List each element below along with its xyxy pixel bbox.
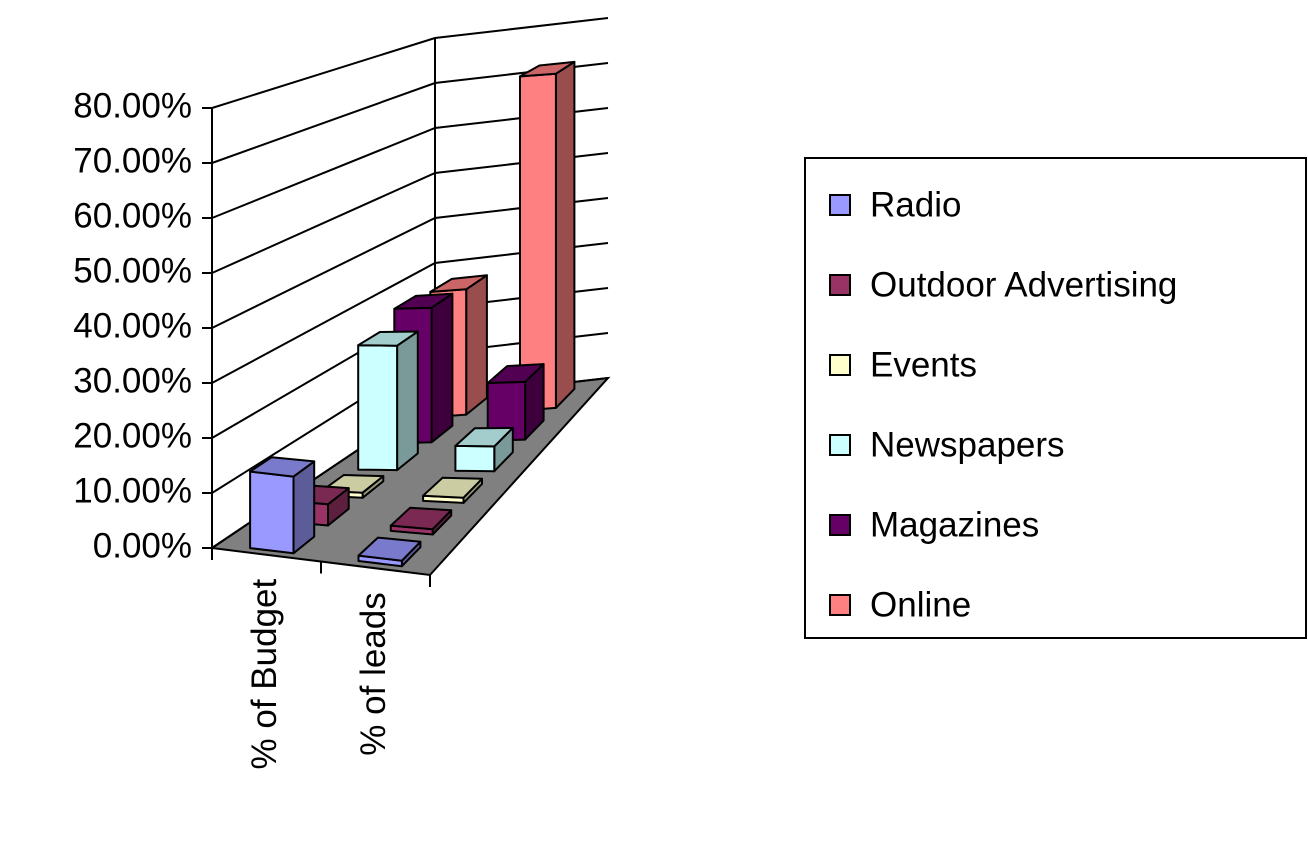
legend-box [804, 157, 1307, 639]
bar [389, 506, 453, 536]
bar-top [486, 363, 545, 384]
bar-front [454, 444, 496, 473]
bar [422, 476, 483, 504]
legend-swatch [829, 354, 851, 376]
bar-front [357, 344, 399, 472]
bar-top [357, 536, 422, 562]
bar [486, 363, 545, 442]
bar-side [430, 292, 454, 444]
legend-label: Outdoor Advertising [870, 265, 1177, 304]
bar-front [519, 72, 557, 412]
legend-swatch [829, 274, 851, 296]
bar-top [389, 506, 453, 531]
x-tick-label: % of Budget [245, 578, 284, 769]
bar-side [396, 330, 419, 472]
legend-label: Magazines [870, 505, 1039, 544]
bar [357, 536, 422, 568]
bar [454, 426, 514, 473]
bar-top [422, 476, 483, 499]
y-tick-label: 80.00% [73, 86, 192, 125]
y-tick-label: 40.00% [73, 306, 192, 345]
y-tick-label: 30.00% [73, 361, 192, 400]
bar-top [429, 274, 488, 293]
legend-swatch [829, 514, 851, 536]
bar [519, 60, 576, 412]
bar-front [249, 470, 295, 555]
y-tick-label: 0.00% [93, 526, 192, 565]
legend-label: Newspapers [870, 425, 1065, 464]
bar [249, 456, 316, 555]
y-tick-label: 70.00% [73, 141, 192, 180]
bar-top [357, 330, 419, 347]
bar-top [454, 426, 514, 448]
bar-top [393, 292, 454, 310]
x-tick-label: % of leads [354, 592, 393, 755]
y-tick-label: 20.00% [73, 416, 192, 455]
legend-label: Radio [870, 185, 961, 224]
bar-top [519, 60, 576, 78]
legend-label: Events [870, 345, 977, 384]
legend-swatch [829, 594, 851, 616]
bar [357, 330, 419, 472]
y-tick-label: 50.00% [73, 251, 192, 290]
bar-side [554, 60, 576, 409]
y-tick-label: 60.00% [73, 196, 192, 235]
legend-swatch [829, 434, 851, 456]
bar-top [249, 456, 316, 478]
bar-side [465, 274, 488, 416]
y-tick-label: 10.00% [73, 471, 192, 510]
legend-swatch [829, 194, 851, 216]
legend-label: Online [870, 585, 971, 624]
